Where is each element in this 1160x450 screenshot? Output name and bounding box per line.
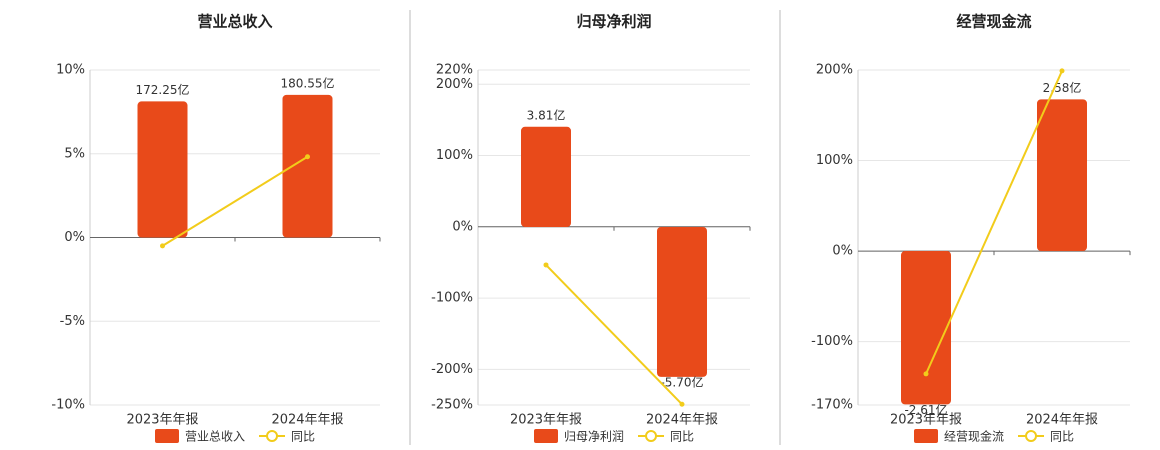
line-point — [160, 243, 165, 249]
line-point — [923, 371, 929, 377]
x-tick-label: 2024年年报 — [1026, 413, 1098, 428]
y-tick-label: 0% — [64, 230, 85, 245]
line — [545, 264, 683, 405]
y-tick-label: -5% — [60, 314, 85, 329]
line-point — [679, 401, 685, 407]
chart-title: 归母净利润 — [576, 13, 651, 31]
value-label: 3.81亿 — [527, 107, 566, 122]
bar — [282, 94, 333, 238]
x-tick-label: 2024年年报 — [271, 413, 343, 428]
line — [161, 155, 309, 247]
value-label: 2.58亿 — [1043, 80, 1082, 95]
x-tick-label: 2023年年报 — [126, 413, 198, 428]
y-tick-label: 100% — [816, 153, 853, 168]
value-label: -2.61亿 — [904, 402, 947, 417]
y-tick-label: -250% — [431, 398, 473, 413]
legend-swatch — [914, 429, 938, 443]
y-tick-label: 220% — [436, 63, 473, 78]
y-tick-label: 10% — [56, 63, 85, 78]
y-tick-label: -10% — [51, 398, 85, 413]
y-tick-label: 200% — [436, 77, 473, 92]
legend-label: 营业总收入 — [185, 430, 245, 444]
legend-marker — [266, 430, 279, 442]
legend-label: 同比 — [1050, 430, 1074, 444]
y-tick-label: -170% — [811, 398, 853, 413]
y-tick-label: 5% — [64, 146, 85, 161]
value-label: 180.55亿 — [281, 75, 335, 90]
bar — [521, 126, 571, 227]
value-label: 172.25亿 — [136, 82, 190, 97]
line-point — [305, 154, 310, 160]
y-tick-label: -100% — [811, 334, 853, 349]
legend-label: 归母净利润 — [564, 430, 624, 444]
legend-marker — [645, 430, 658, 442]
legend-swatch — [155, 429, 179, 443]
y-tick-label: 100% — [436, 148, 473, 163]
line-point — [543, 262, 549, 268]
y-tick-label: 0% — [452, 219, 473, 234]
legend-label: 同比 — [291, 430, 315, 444]
bar — [657, 226, 707, 377]
bar — [1037, 99, 1087, 252]
line-point — [1059, 68, 1065, 74]
y-tick-label: 0% — [832, 244, 853, 259]
legend-marker — [1025, 430, 1038, 442]
legend-label: 经营现金流 — [944, 429, 1004, 444]
chart-title: 经营现金流 — [956, 13, 1031, 31]
line — [925, 70, 1063, 375]
x-tick-label: 2023年年报 — [510, 413, 582, 428]
legend-label: 同比 — [670, 430, 694, 444]
bar — [901, 251, 951, 405]
legend-swatch — [534, 429, 558, 443]
chart-title: 营业总收入 — [197, 13, 272, 31]
x-tick-label: 2024年年报 — [646, 413, 718, 428]
bar — [137, 101, 188, 238]
y-tick-label: -100% — [431, 291, 473, 306]
y-tick-label: 200% — [816, 63, 853, 78]
y-tick-label: -200% — [431, 362, 473, 377]
value-label: -5.70亿 — [660, 374, 703, 389]
x-tick-label: 2023年年报 — [890, 413, 962, 428]
